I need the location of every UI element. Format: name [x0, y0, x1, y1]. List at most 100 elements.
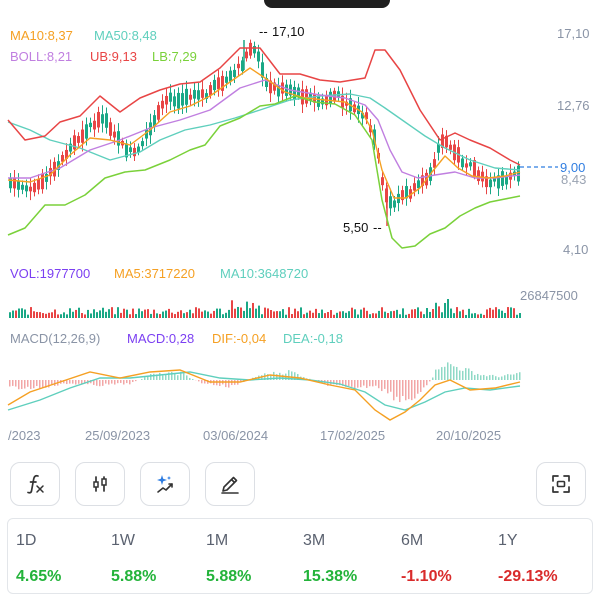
histogram-bar — [432, 377, 434, 380]
histogram-bar — [66, 380, 68, 385]
volume-bar — [252, 302, 254, 318]
boll-line — [8, 79, 521, 179]
volume-bar — [162, 311, 164, 318]
volume-bar — [21, 308, 23, 318]
indicator-adjust-button[interactable] — [75, 462, 125, 506]
candle — [209, 85, 212, 96]
volume-bar — [420, 311, 422, 318]
volume-bar — [234, 308, 236, 318]
fullscreen-button[interactable] — [536, 462, 586, 506]
histogram-bar — [369, 380, 371, 387]
dea-label: DEA:-0,18 — [283, 331, 343, 346]
histogram-bar — [54, 380, 56, 386]
period-change: 5.88% — [206, 568, 252, 585]
histogram-bar — [438, 369, 440, 380]
histogram-bar — [81, 380, 83, 384]
histogram-bar — [63, 380, 65, 384]
histogram-bar — [357, 380, 359, 388]
candle — [445, 135, 448, 148]
dea-line — [7, 371, 521, 411]
histogram-bar — [486, 376, 488, 380]
candle — [77, 136, 80, 143]
histogram-bar — [219, 380, 221, 386]
function-button[interactable] — [10, 462, 60, 506]
histogram-bar — [441, 367, 443, 380]
vol-ma5-label: MA5:3717220 — [114, 266, 195, 281]
volume-bar — [267, 308, 269, 318]
period-label: 1W — [111, 532, 135, 549]
histogram-bar — [501, 376, 503, 380]
volume-bar — [264, 307, 266, 318]
high-annotation: 17,10 — [272, 24, 305, 39]
ma50-line — [7, 93, 521, 171]
macd-value-label: MACD:0,28 — [127, 331, 195, 346]
histogram-bar — [9, 380, 11, 387]
volume-bar — [213, 310, 215, 318]
volume-bar — [186, 312, 188, 318]
volume-bar — [282, 309, 284, 318]
volume-bar — [66, 314, 68, 318]
ai-analysis-button[interactable] — [140, 462, 190, 506]
histogram-bar — [153, 373, 155, 380]
volume-bar — [426, 308, 428, 318]
candle — [505, 176, 508, 185]
candle — [97, 111, 100, 128]
volume-bar — [204, 310, 206, 318]
volume-bar — [216, 308, 218, 318]
volume-bar — [42, 313, 44, 318]
candle — [321, 98, 324, 105]
histogram-bar — [123, 380, 125, 385]
histogram-bar — [114, 380, 116, 385]
histogram-bar — [18, 380, 20, 390]
volume-bar — [363, 307, 365, 318]
candle — [229, 70, 232, 82]
volume-bar — [324, 313, 326, 318]
histogram-bar — [360, 380, 362, 388]
histogram-bar — [78, 380, 80, 384]
volume-bar — [297, 311, 299, 318]
candle — [129, 147, 132, 152]
dif-label: DIF:-0,04 — [212, 331, 267, 346]
volume-bar — [18, 308, 20, 318]
volume-bar — [126, 309, 128, 318]
candle — [317, 95, 320, 107]
histogram-bar — [402, 380, 404, 397]
candle — [181, 93, 184, 106]
candle — [497, 175, 500, 189]
histogram-bar — [72, 380, 74, 384]
histogram-bar — [144, 377, 146, 380]
performance-table: 1D 4.65% 1W 5.88% 1M 5.88% 3M 15.38% 6M … — [7, 518, 593, 594]
volume-bar — [192, 313, 194, 318]
histogram-bar — [105, 380, 107, 384]
candle — [177, 92, 180, 109]
histogram-bar — [405, 380, 407, 401]
volume-bar — [30, 307, 32, 318]
volume-bar — [408, 313, 410, 318]
volume-bar — [315, 308, 317, 318]
histogram-bar — [270, 375, 272, 380]
volume-bar — [507, 307, 509, 318]
candle — [173, 96, 176, 107]
candle — [257, 51, 260, 62]
histogram-bar — [435, 369, 437, 380]
histogram-bar — [132, 380, 134, 383]
volume-bar — [165, 310, 167, 318]
candle — [477, 170, 480, 182]
upper-band-line — [7, 47, 521, 166]
candle — [133, 147, 136, 157]
draw-button[interactable] — [205, 462, 255, 506]
candle — [165, 95, 168, 105]
candle — [49, 168, 52, 177]
volume-bar — [207, 311, 209, 318]
volume-bar — [228, 309, 230, 318]
price-axis-low: 4,10 — [563, 242, 589, 257]
histogram-bar — [390, 380, 392, 392]
volume-bar — [351, 307, 353, 318]
histogram-bar — [99, 380, 101, 387]
histogram-bar — [411, 380, 413, 401]
histogram-bar — [294, 372, 296, 380]
volume-bar — [441, 312, 443, 318]
volume-bar — [135, 314, 137, 318]
candle — [45, 173, 48, 182]
